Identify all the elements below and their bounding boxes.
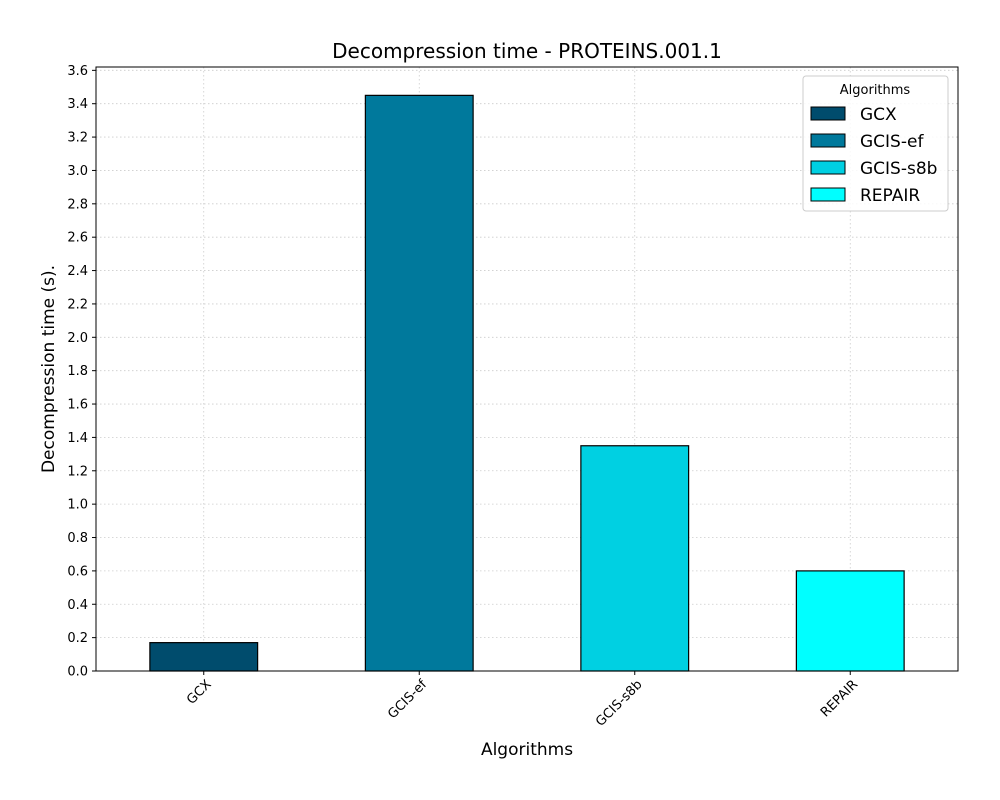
y-tick-label: 2.2 [67, 297, 88, 312]
y-tick-label: 0.6 [67, 564, 88, 579]
y-tick-label: 0.8 [67, 531, 88, 546]
legend-swatch [810, 133, 846, 148]
legend-title: Algorithms [840, 83, 911, 98]
legend-swatch [810, 160, 846, 175]
legend-entries: GCX GCIS-ef GCIS-s8b REPAIR [810, 105, 937, 206]
y-tick-label: 3.4 [67, 97, 88, 112]
y-axis: 0.0 0.2 0.4 0.6 0.8 1.0 1.2 1.4 1.6 1.8 2.0 2.2 2.4 2… [67, 64, 96, 680]
y-tick-label: 0.2 [67, 631, 88, 646]
legend-label: GCX [860, 105, 897, 125]
y-tick-label: 1.8 [67, 364, 88, 379]
x-tick-label: GCIS-ef [385, 677, 430, 722]
y-tick-label: 2.8 [67, 197, 88, 212]
y-tick-label: 3.6 [67, 64, 88, 79]
legend-label: GCIS-ef [860, 132, 924, 152]
y-tick-label: 3.0 [67, 164, 88, 179]
plot-frame [95, 66, 959, 672]
x-axis: GCX GCIS-ef GCIS-s8b REPAIR [184, 671, 861, 730]
y-tick-label: 2.4 [67, 264, 88, 279]
y-tick-label: 2.0 [67, 331, 88, 346]
x-tick-label: GCX [184, 677, 215, 708]
bar-layer [149, 94, 905, 672]
bar-gcis-ef [364, 94, 474, 672]
y-tick-label: 1.4 [67, 431, 88, 446]
x-tick-label: GCIS-s8b [593, 677, 645, 729]
legend-label: GCIS-s8b [860, 159, 937, 179]
y-tick-label: 0.0 [67, 665, 88, 680]
legend-swatch [810, 187, 846, 202]
legend-swatch [810, 106, 846, 121]
legend-label: REPAIR [860, 186, 920, 206]
legend: Algorithms GCX GCIS-ef GCIS-s8b REPAIR [802, 75, 949, 212]
bar-gcx [149, 642, 259, 672]
x-tick-label: REPAIR [818, 677, 861, 720]
y-tick-label: 1.6 [67, 398, 88, 413]
bar-repair [795, 570, 905, 672]
y-tick-label: 3.2 [67, 131, 88, 146]
y-axis-label: Decompression time (s). [39, 265, 59, 473]
x-axis-label: Algorithms [481, 740, 573, 760]
y-tick-label: 0.4 [67, 598, 88, 613]
y-tick-label: 1.0 [67, 498, 88, 513]
y-tick-label: 1.2 [67, 464, 88, 479]
y-tick-label: 2.6 [67, 231, 88, 246]
bar-gcis-s8b [580, 445, 690, 672]
chart-title: Decompression time - PROTEINS.001.1 [332, 39, 722, 63]
